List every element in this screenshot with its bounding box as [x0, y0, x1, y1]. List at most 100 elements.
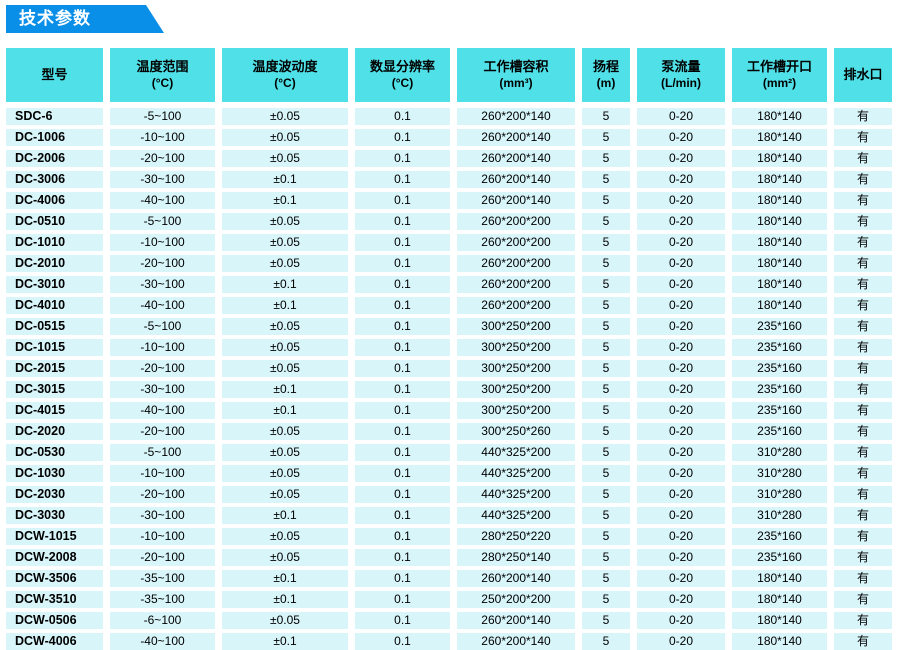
value-cell: 0-20 [637, 465, 725, 482]
value-cell: 260*200*200 [457, 234, 575, 251]
value-cell: 5 [582, 444, 630, 461]
model-cell: DC-3010 [6, 276, 103, 293]
model-cell: DCW-2008 [6, 549, 103, 566]
column-header-5: 工作槽容积 (mm³) [457, 48, 575, 102]
value-cell: -10~100 [110, 234, 215, 251]
table-row: DC-4015 -40~100 ±0.1 0.1 300*250*200 5 0-20 235… [6, 402, 894, 419]
table-row: DCW-0506 -6~100 ±0.05 0.1 260*200*140 5 0-20 18… [6, 612, 894, 629]
table-header-row: 型号 温度范围 (°C) 温度波动度 (°C) 数显分辨率 (°C) 工作槽容积 (mm³) 扬程… [6, 48, 894, 102]
column-label: 工作槽开口 [746, 58, 812, 74]
model-cell: DC-2006 [6, 150, 103, 167]
table-row: DC-4006 -40~100 ±0.1 0.1 260*200*140 5 0-20 180… [6, 192, 894, 209]
value-cell: 0-20 [637, 234, 725, 251]
spec-table: 型号 温度范围 (°C) 温度波动度 (°C) 数显分辨率 (°C) 工作槽容积 (mm³) 扬程… [6, 48, 894, 650]
value-cell: -10~100 [110, 129, 215, 146]
value-cell: ±0.1 [222, 192, 348, 209]
value-cell: 0-20 [637, 171, 725, 188]
value-cell: ±0.05 [222, 108, 348, 125]
value-cell: 5 [582, 108, 630, 125]
value-cell: 300*250*200 [457, 360, 575, 377]
table-row: DC-2010 -20~100 ±0.05 0.1 260*200*200 5 0-20 18… [6, 255, 894, 272]
value-cell: 0.1 [355, 192, 450, 209]
value-cell: -10~100 [110, 465, 215, 482]
value-cell: ±0.1 [222, 381, 348, 398]
value-cell: -5~100 [110, 318, 215, 335]
value-cell: 有 [834, 108, 892, 125]
value-cell: 0-20 [637, 570, 725, 587]
value-cell: 有 [834, 360, 892, 377]
value-cell: 5 [582, 507, 630, 524]
value-cell: 5 [582, 570, 630, 587]
table-row: DC-0510 -5~100 ±0.05 0.1 260*200*200 5 0-20 180… [6, 213, 894, 230]
value-cell: 5 [582, 213, 630, 230]
value-cell: 5 [582, 192, 630, 209]
value-cell: 有 [834, 633, 892, 650]
value-cell: -20~100 [110, 360, 215, 377]
value-cell: 0.1 [355, 129, 450, 146]
value-cell: 260*200*140 [457, 612, 575, 629]
value-cell: 260*200*200 [457, 276, 575, 293]
value-cell: 0-20 [637, 507, 725, 524]
column-label: 温度范围 [136, 58, 189, 74]
value-cell: 0.1 [355, 234, 450, 251]
value-cell: -35~100 [110, 591, 215, 608]
column-header-7: 泵流量 (L/min) [637, 48, 725, 102]
model-cell: DC-3015 [6, 381, 103, 398]
model-cell: DC-0515 [6, 318, 103, 335]
value-cell: -20~100 [110, 150, 215, 167]
table-row: DCW-3510 -35~100 ±0.1 0.1 250*200*200 5 0-20 18… [6, 591, 894, 608]
value-cell: ±0.1 [222, 633, 348, 650]
value-cell: 440*325*200 [457, 465, 575, 482]
column-header-4: 数显分辨率 (°C) [355, 48, 450, 102]
value-cell: -5~100 [110, 213, 215, 230]
value-cell: -40~100 [110, 633, 215, 650]
value-cell: 300*250*200 [457, 318, 575, 335]
model-cell: DCW-3510 [6, 591, 103, 608]
table-row: DC-1006 -10~100 ±0.05 0.1 260*200*140 5 0-20 18… [6, 129, 894, 146]
value-cell: 260*200*140 [457, 150, 575, 167]
value-cell: 0-20 [637, 633, 725, 650]
value-cell: -10~100 [110, 339, 215, 356]
value-cell: 0.1 [355, 612, 450, 629]
table-body: SDC-6 -5~100 ±0.05 0.1 260*200*140 5 0-20 180*1… [6, 108, 894, 650]
model-cell: DC-0510 [6, 213, 103, 230]
value-cell: -10~100 [110, 528, 215, 545]
value-cell: 5 [582, 129, 630, 146]
value-cell: 0.1 [355, 150, 450, 167]
value-cell: 180*140 [732, 255, 827, 272]
table-row: DC-0530 -5~100 ±0.05 0.1 440*325*200 5 0-20 310… [6, 444, 894, 461]
value-cell: 0-20 [637, 339, 725, 356]
value-cell: 0-20 [637, 276, 725, 293]
table-row: DC-2006 -20~100 ±0.05 0.1 260*200*140 5 0-20 18… [6, 150, 894, 167]
value-cell: 0.1 [355, 360, 450, 377]
value-cell: ±0.1 [222, 570, 348, 587]
value-cell: 0.1 [355, 402, 450, 419]
value-cell: -40~100 [110, 297, 215, 314]
value-cell: 180*140 [732, 234, 827, 251]
value-cell: 0-20 [637, 108, 725, 125]
column-unit: (°C) [274, 75, 296, 90]
value-cell: ±0.05 [222, 423, 348, 440]
value-cell: 5 [582, 360, 630, 377]
table-row: DC-3006 -30~100 ±0.1 0.1 260*200*140 5 0-20 180… [6, 171, 894, 188]
value-cell: 0-20 [637, 213, 725, 230]
value-cell: ±0.05 [222, 234, 348, 251]
value-cell: 5 [582, 423, 630, 440]
value-cell: ±0.05 [222, 213, 348, 230]
value-cell: ±0.1 [222, 507, 348, 524]
value-cell: 0.1 [355, 549, 450, 566]
value-cell: 310*280 [732, 507, 827, 524]
column-header-6: 扬程 (m) [582, 48, 630, 102]
page-title-banner: 技术参数 [6, 5, 164, 33]
value-cell: 0-20 [637, 360, 725, 377]
table-row: DCW-3506 -35~100 ±0.1 0.1 260*200*140 5 0-20 18… [6, 570, 894, 587]
model-cell: DCW-1015 [6, 528, 103, 545]
value-cell: 180*140 [732, 129, 827, 146]
value-cell: 440*325*200 [457, 507, 575, 524]
value-cell: 235*160 [732, 423, 827, 440]
value-cell: ±0.05 [222, 549, 348, 566]
column-unit: (°C) [151, 75, 174, 90]
value-cell: 180*140 [732, 297, 827, 314]
value-cell: ±0.05 [222, 360, 348, 377]
value-cell: 有 [834, 444, 892, 461]
